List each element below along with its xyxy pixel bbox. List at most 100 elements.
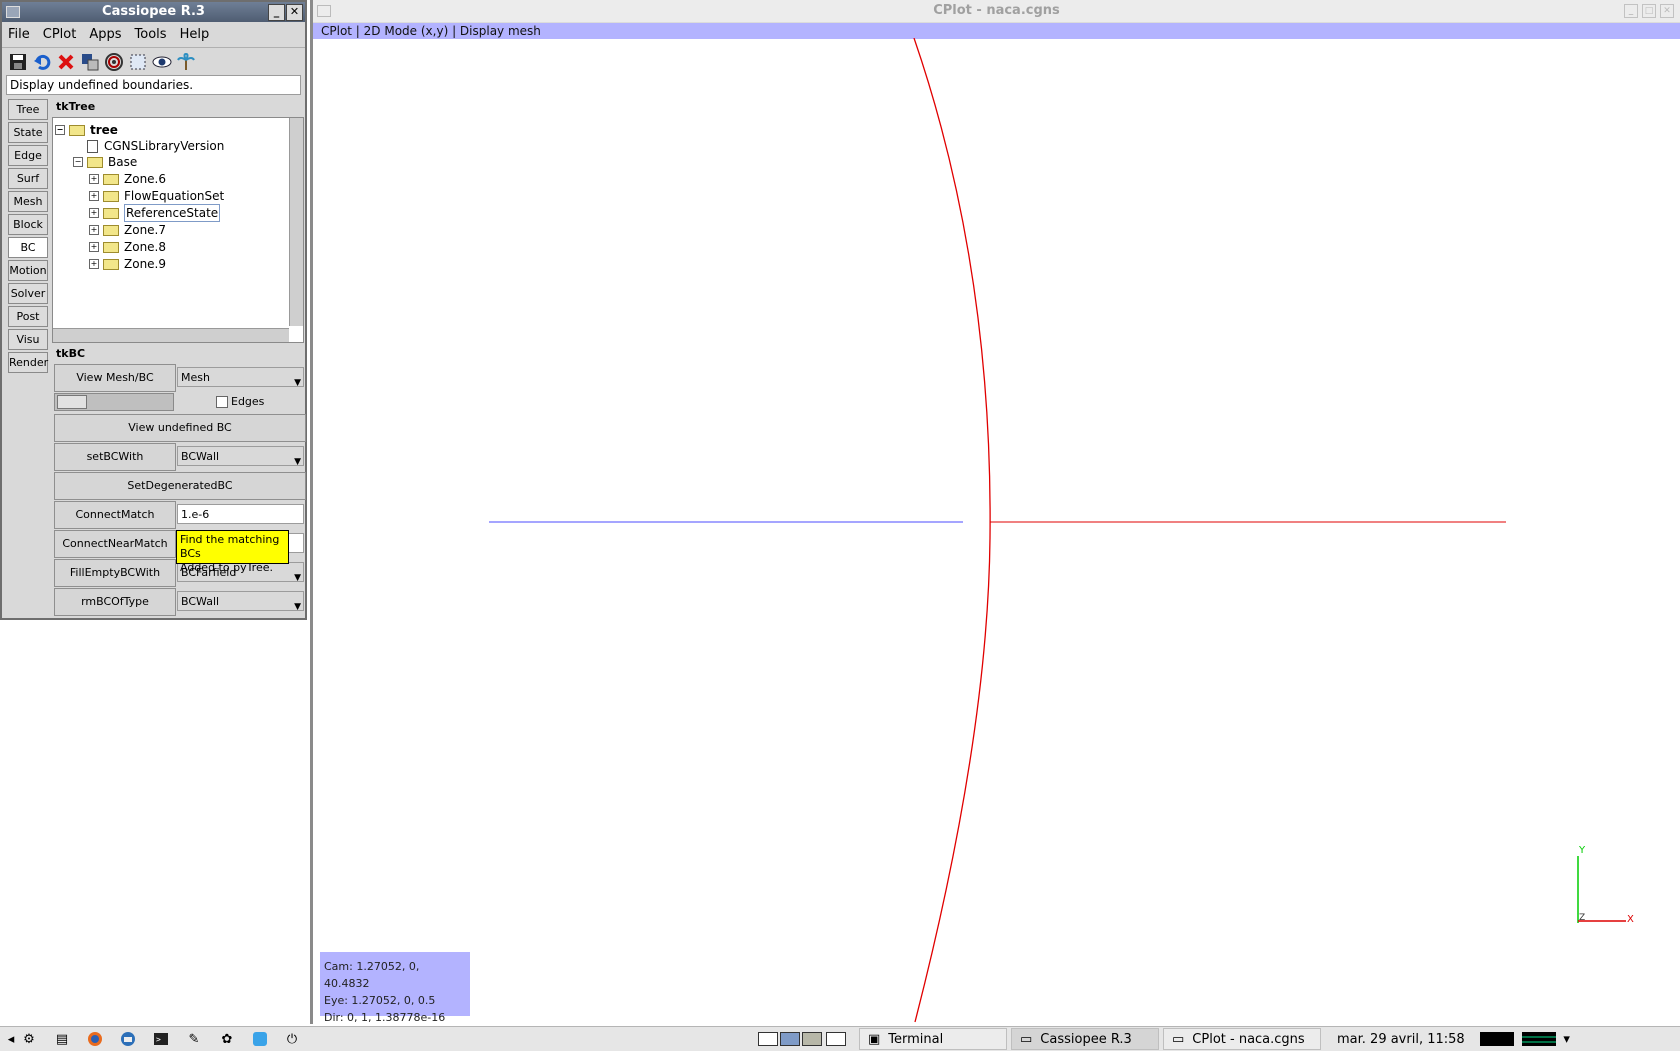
tree-node-zone7[interactable]: + Zone.7: [89, 223, 166, 237]
chevron-down-icon: ▼: [294, 573, 301, 583]
tab-visu[interactable]: Visu: [8, 329, 48, 350]
cplot-titlebar[interactable]: CPlot - naca.cgns _ □ ✕: [313, 0, 1680, 23]
eye-icon[interactable]: [152, 52, 172, 72]
tab-mesh[interactable]: Mesh: [8, 191, 48, 212]
tab-state[interactable]: State: [8, 122, 48, 143]
rm-bc-of-type-button[interactable]: rmBCOfType: [54, 588, 176, 616]
maximize-button[interactable]: □: [1642, 4, 1656, 18]
terminal-launcher-icon[interactable]: >: [150, 1029, 172, 1049]
tab-solver[interactable]: Solver: [8, 283, 48, 304]
workspace-3[interactable]: [801, 1029, 823, 1049]
tab-post[interactable]: Post: [8, 306, 48, 327]
tkbc-label: tkBC: [56, 347, 86, 360]
view-mode-select[interactable]: Mesh ▼: [177, 367, 304, 388]
menu-cplot[interactable]: CPlot: [42, 27, 77, 42]
tab-bc[interactable]: BC: [8, 237, 48, 258]
task-cassiopee[interactable]: ▭ Cassiopee R.3: [1011, 1028, 1159, 1050]
files-launcher-icon[interactable]: ▤: [55, 1031, 69, 1047]
set-bc-type-select[interactable]: BCWall ▼: [177, 446, 304, 467]
cassiopee-titlebar[interactable]: Cassiopee R.3 _ ✕: [2, 2, 305, 22]
view-undefined-bc-button[interactable]: View undefined BC: [54, 414, 306, 442]
connect-tolerance-input[interactable]: 1.e-6: [177, 504, 304, 524]
expand-icon[interactable]: +: [89, 174, 99, 184]
chevron-down-icon: ▼: [294, 457, 301, 467]
clock[interactable]: mar. 29 avril, 11:58: [1337, 1031, 1465, 1047]
power-icon[interactable]: ⏻: [286, 1031, 298, 1047]
expand-icon[interactable]: +: [89, 225, 99, 235]
workspace-4[interactable]: [823, 1029, 849, 1049]
expand-icon[interactable]: +: [89, 208, 99, 218]
collapse-icon[interactable]: −: [73, 157, 83, 167]
tab-block[interactable]: Block: [8, 214, 48, 235]
tab-tree[interactable]: Tree: [8, 99, 48, 120]
tktree-label: tkTree: [56, 100, 96, 113]
menu-apps[interactable]: Apps: [89, 27, 122, 42]
tree-node-base[interactable]: − Base: [73, 155, 138, 169]
tree-horizontal-scrollbar[interactable]: [53, 328, 289, 342]
expand-icon[interactable]: +: [89, 259, 99, 269]
undo-icon[interactable]: [32, 52, 52, 72]
tab-render[interactable]: Render: [8, 352, 48, 373]
tree-vertical-scrollbar[interactable]: [289, 118, 303, 326]
folder-icon: [103, 207, 119, 219]
copy-icon[interactable]: [80, 52, 100, 72]
taskbar: ◂ ⚙ ▤ > ✎ ✿ ⏻ ▣ Terminal ▭ Cassiopee R.3…: [0, 1026, 1680, 1051]
task-terminal[interactable]: ▣ Terminal: [859, 1028, 1007, 1050]
settings-launcher-icon[interactable]: ⚙: [23, 1031, 35, 1047]
tree-node-zone8[interactable]: + Zone.8: [89, 240, 166, 254]
scroll-left-icon[interactable]: ◂: [7, 1031, 15, 1047]
tree-node-referencestate[interactable]: + ReferenceState: [89, 204, 221, 222]
expand-icon[interactable]: +: [89, 242, 99, 252]
slider-knob[interactable]: [57, 395, 87, 409]
workspace-2[interactable]: [779, 1029, 801, 1049]
set-degenerated-bc-button[interactable]: SetDegeneratedBC: [54, 472, 306, 500]
graphics-launcher-icon[interactable]: ✿: [221, 1031, 233, 1047]
tree-node-cgnslibraryversion[interactable]: CGNSLibraryVersion: [87, 138, 224, 154]
folder-icon: [103, 224, 119, 236]
thunderbird-launcher-icon[interactable]: [117, 1029, 139, 1049]
select-area-icon[interactable]: [128, 52, 148, 72]
expand-icon[interactable]: +: [89, 191, 99, 201]
task-cplot[interactable]: ▭ CPlot - naca.cgns: [1163, 1028, 1321, 1050]
scroll-right-icon[interactable]: ▾: [1563, 1031, 1570, 1047]
minimize-button[interactable]: _: [268, 4, 285, 21]
tree-view[interactable]: − tree CGNSLibraryVersion − Base + Zone.…: [52, 117, 304, 343]
palm-tree-icon[interactable]: [176, 52, 196, 72]
delete-icon[interactable]: [56, 52, 76, 72]
minimize-button[interactable]: _: [1624, 4, 1638, 18]
tree-node-zone6[interactable]: + Zone.6: [89, 172, 166, 186]
tab-surf[interactable]: Surf: [8, 168, 48, 189]
edges-label: Edges: [231, 395, 265, 408]
close-button[interactable]: ✕: [286, 4, 303, 21]
window-menu-icon[interactable]: [6, 6, 20, 18]
view-mesh-bc-button[interactable]: View Mesh/BC: [54, 364, 176, 392]
collapse-icon[interactable]: −: [55, 125, 65, 135]
menu-help[interactable]: Help: [179, 27, 210, 42]
fill-empty-bc-with-button[interactable]: FillEmptyBCWith: [54, 559, 176, 587]
save-icon[interactable]: [8, 52, 28, 72]
connect-near-match-button[interactable]: ConnectNearMatch: [54, 530, 176, 558]
folder-icon: [103, 190, 119, 202]
tab-edge[interactable]: Edge: [8, 145, 48, 166]
menu-file[interactable]: File: [8, 27, 30, 42]
app-launcher-icon[interactable]: [249, 1029, 271, 1049]
target-icon[interactable]: [104, 52, 124, 72]
close-button[interactable]: ✕: [1660, 4, 1674, 18]
menu-tools[interactable]: Tools: [134, 27, 167, 42]
rm-bc-type-select[interactable]: BCWall ▼: [177, 591, 304, 612]
render-viewport[interactable]: Y X Z: [313, 38, 1680, 1024]
tab-motion[interactable]: Motion: [8, 260, 48, 281]
window-menu-icon[interactable]: [317, 5, 331, 17]
cassiopee-title: Cassiopee R.3: [102, 4, 205, 19]
cplot-title: CPlot - naca.cgns: [933, 3, 1060, 18]
opacity-slider[interactable]: [54, 393, 174, 411]
tree-node-flowequationset[interactable]: + FlowEquationSet: [89, 189, 225, 203]
tree-node-root[interactable]: − tree: [55, 123, 118, 137]
firefox-launcher-icon[interactable]: [84, 1029, 106, 1049]
set-bc-with-button[interactable]: setBCWith: [54, 443, 176, 471]
tree-node-zone9[interactable]: + Zone.9: [89, 257, 166, 271]
workspace-1[interactable]: [757, 1029, 779, 1049]
connect-match-button[interactable]: ConnectMatch: [54, 501, 176, 529]
edges-checkbox[interactable]: [216, 396, 228, 408]
editor-launcher-icon[interactable]: ✎: [188, 1031, 200, 1047]
